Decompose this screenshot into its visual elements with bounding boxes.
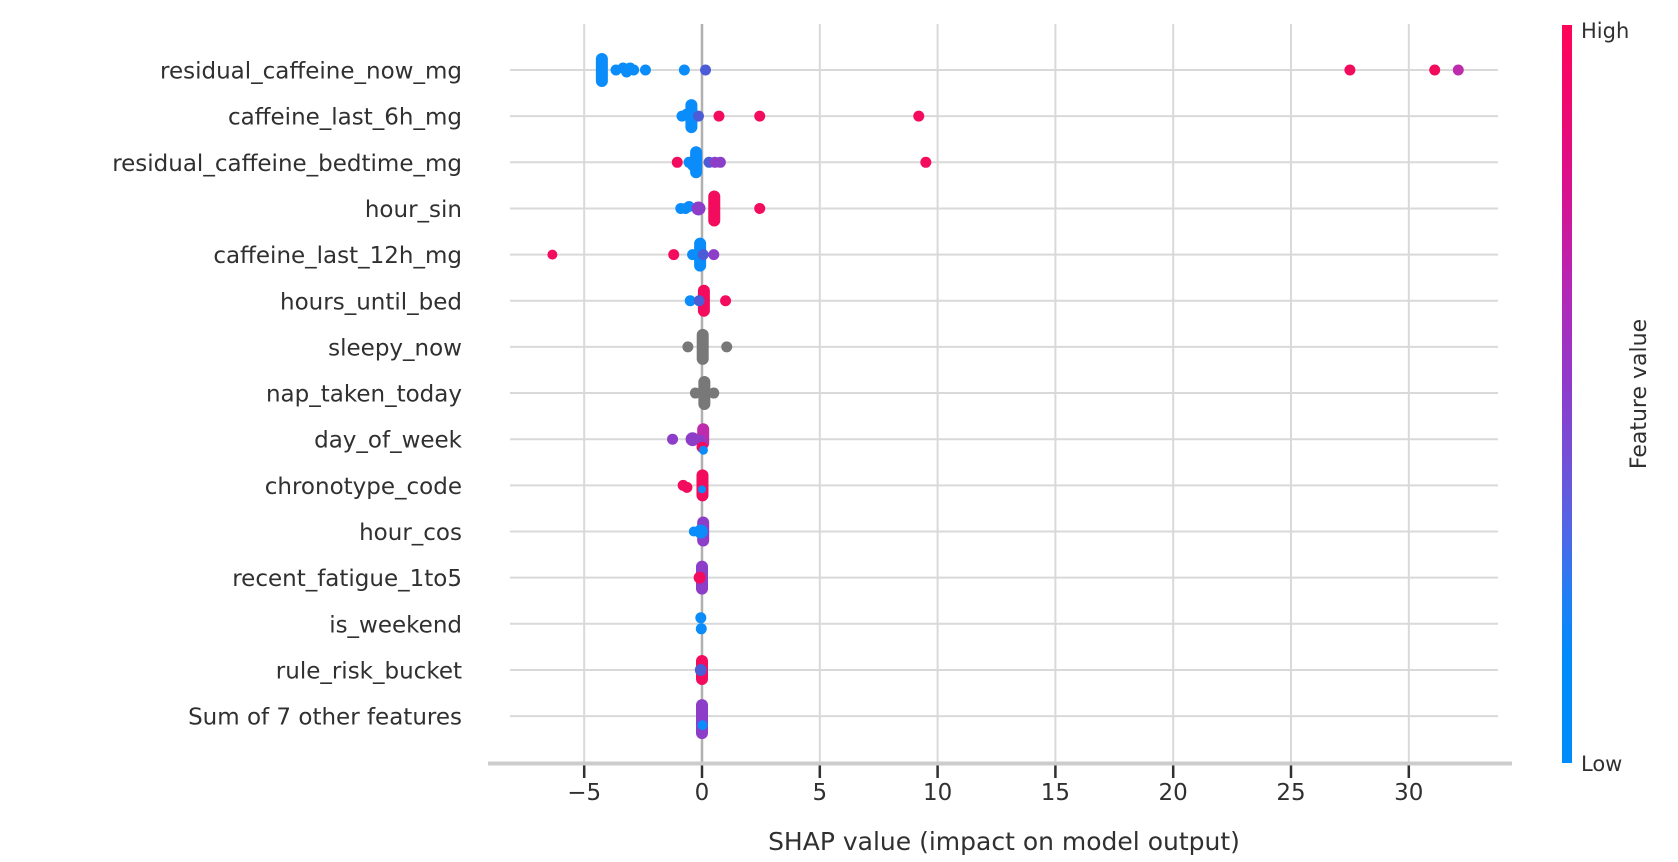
feature-labels: residual_caffeine_now_mg caffeine_last_6h… (112, 59, 462, 731)
feature-label: rule_risk_bucket (276, 658, 462, 684)
feature-label: caffeine_last_6h_mg (228, 105, 462, 131)
feature-label: recent_fatigue_1to5 (232, 566, 462, 592)
shap-dot (708, 249, 720, 261)
feature-label: residual_caffeine_now_mg (160, 59, 462, 85)
feature-label: residual_caffeine_bedtime_mg (112, 151, 462, 177)
feature-label: hour_cos (359, 520, 462, 546)
shap-dot (687, 249, 699, 261)
shap-dot (681, 108, 693, 120)
feature-label: sleepy_now (328, 335, 462, 361)
shap-dot (667, 433, 679, 445)
shap-dot (694, 663, 707, 676)
x-tick-label: 0 (695, 780, 710, 806)
beeswarm-dots (547, 53, 1464, 740)
feature-label: Sum of 7 other features (188, 705, 462, 731)
x-axis-title: SHAP value (impact on model output) (768, 827, 1240, 856)
shap-dot (684, 295, 696, 307)
shap-dot (687, 159, 699, 171)
shap-dot (754, 110, 766, 122)
shap-dot-cluster (708, 190, 721, 227)
shap-dot (639, 64, 651, 76)
feature-label: chronotype_code (265, 474, 462, 500)
feature-label: nap_taken_today (266, 382, 462, 408)
shap-dot (693, 295, 705, 307)
shap-dot (708, 387, 720, 399)
feature-label: day_of_week (314, 428, 463, 454)
shap-dot (1344, 64, 1356, 76)
shap-dot (693, 524, 708, 539)
shap-dot (681, 481, 693, 493)
shap-dot (698, 485, 706, 494)
shap-dot (920, 156, 932, 168)
shap-dot (720, 295, 732, 307)
shap-dot (754, 202, 766, 214)
x-tick-label: 30 (1394, 780, 1423, 806)
x-tick-label: −5 (567, 780, 601, 806)
shap-dot (697, 249, 709, 261)
grid-lines (510, 24, 1498, 763)
shap-dot (1452, 64, 1464, 76)
shap-dot-cluster (696, 699, 708, 740)
shap-dot (700, 64, 712, 76)
x-tick-label: 25 (1276, 780, 1305, 806)
shap-dot (692, 110, 704, 122)
shap-dot (547, 249, 558, 260)
shap-dot (697, 720, 708, 731)
shap-dot-cluster (696, 328, 709, 365)
shap-dot-cluster (595, 53, 608, 87)
shap-dot (693, 571, 706, 584)
shap-dot (714, 156, 726, 168)
shap-dot (628, 64, 640, 76)
shap-dot (678, 64, 690, 76)
shap-dot (721, 341, 733, 353)
shap-dot (695, 612, 707, 624)
x-tick-label: 5 (812, 780, 827, 806)
shap-dot (1429, 64, 1441, 76)
shap-dot (713, 110, 725, 122)
colorbar-high-label: High (1581, 19, 1629, 43)
feature-label: hour_sin (365, 197, 462, 223)
shap-dot (689, 387, 701, 399)
feature-label: hours_until_bed (280, 289, 462, 315)
shap-dot (698, 445, 708, 455)
shap-dot (913, 110, 925, 122)
colorbar-low-label: Low (1581, 752, 1622, 776)
x-axis: −5 0 5 10 15 20 25 30 (488, 761, 1512, 806)
feature-label: caffeine_last_12h_mg (213, 243, 462, 269)
x-tick-label: 20 (1159, 780, 1188, 806)
shap-dot-cluster (698, 376, 711, 411)
shap-dot-cluster (696, 469, 709, 502)
shap-dot (671, 156, 683, 168)
colorbar-axis-label: Feature value (1627, 319, 1652, 469)
shap-dot (691, 201, 706, 216)
x-tick-label: 10 (923, 780, 952, 806)
shap-dot (668, 249, 680, 261)
colorbar (1562, 25, 1572, 763)
x-tick-label: 15 (1041, 780, 1070, 806)
feature-label: is_weekend (329, 612, 462, 638)
shap-dot (682, 341, 694, 353)
shap-dot (695, 623, 707, 635)
